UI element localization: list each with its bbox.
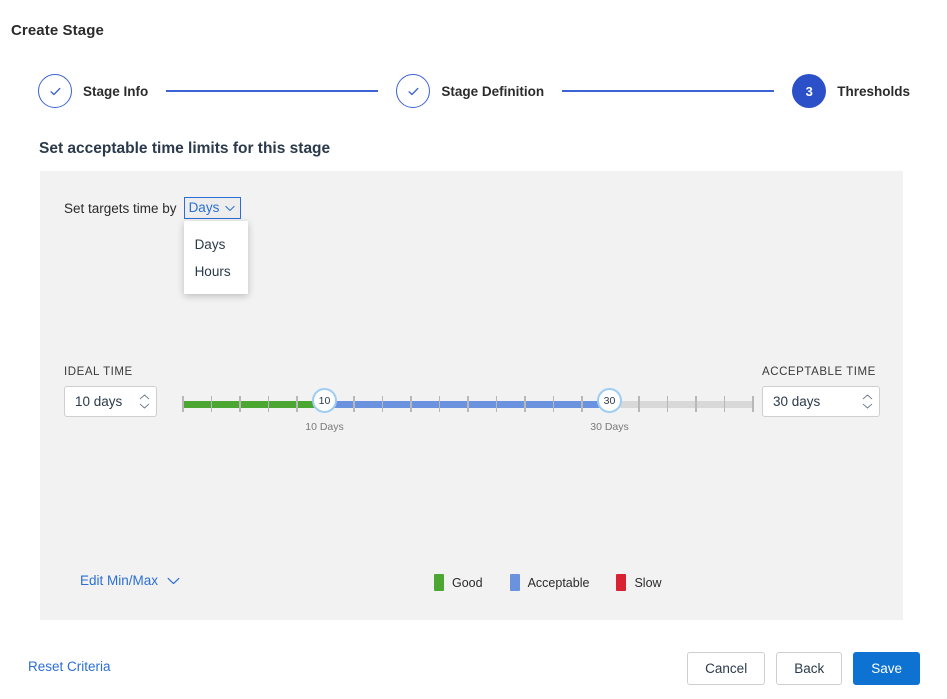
step-stage-info-label: Stage Info bbox=[83, 83, 149, 99]
cancel-button[interactable]: Cancel bbox=[687, 652, 766, 685]
time-unit-option-days[interactable]: Days bbox=[194, 237, 226, 252]
time-unit-select-wrap: Days Days Hours bbox=[183, 197, 248, 294]
step-stage-definition-circle bbox=[396, 74, 431, 108]
step-stage-definition[interactable]: Stage Definition bbox=[396, 74, 544, 108]
ideal-time-value: 10 days bbox=[75, 394, 123, 409]
ideal-handle-caption: 10 Days bbox=[305, 421, 344, 433]
time-unit-select[interactable]: Days bbox=[183, 197, 242, 219]
ideal-handle[interactable]: 10 bbox=[312, 388, 337, 413]
chevron-down-icon bbox=[862, 403, 873, 409]
chevron-down-icon bbox=[167, 573, 180, 588]
chevron-down-icon bbox=[225, 199, 235, 217]
acceptable-handle-caption: 30 Days bbox=[590, 421, 629, 433]
legend-label-slow: Slow bbox=[634, 575, 662, 590]
acceptable-time-stepper[interactable] bbox=[862, 394, 873, 409]
legend-item-good: Good bbox=[434, 574, 483, 591]
ideal-time-label: IDEAL TIME bbox=[64, 366, 133, 378]
legend-label-acceptable: Acceptable bbox=[527, 575, 590, 590]
legend-item-slow: Slow bbox=[616, 574, 662, 591]
step-stage-definition-label: Stage Definition bbox=[441, 83, 545, 99]
section-heading: Set acceptable time limits for this stag… bbox=[39, 140, 331, 157]
footer-buttons: Cancel Back Save bbox=[687, 652, 920, 685]
save-button[interactable]: Save bbox=[853, 652, 920, 685]
acceptable-time-label: ACCEPTABLE TIME bbox=[762, 366, 876, 378]
step-connector-2 bbox=[562, 90, 775, 92]
chevron-up-icon bbox=[139, 394, 150, 400]
ideal-time-input[interactable]: 10 days bbox=[64, 386, 157, 417]
chevron-up-icon bbox=[862, 394, 873, 400]
threshold-legend: Good Acceptable Slow bbox=[434, 574, 662, 591]
time-unit-selected-value: Days bbox=[188, 199, 220, 215]
time-unit-dropdown-menu: Days Hours bbox=[183, 221, 248, 294]
set-targets-label: Set targets time by bbox=[64, 200, 177, 216]
acceptable-time-value: 30 days bbox=[773, 394, 821, 409]
stepper: Stage Info Stage Definition 3 Thresholds bbox=[38, 73, 910, 109]
time-unit-option-hours[interactable]: Hours bbox=[194, 264, 231, 279]
edit-min-max-label: Edit Min/Max bbox=[80, 573, 159, 588]
slider-range-good bbox=[182, 401, 325, 408]
step-thresholds-circle: 3 bbox=[792, 74, 827, 108]
legend-swatch-good bbox=[434, 574, 444, 591]
page-title: Create Stage bbox=[11, 22, 104, 39]
threshold-slider[interactable]: 10 10 Days 30 30 Days bbox=[182, 388, 754, 433]
legend-label-good: Good bbox=[452, 575, 483, 590]
edit-min-max-toggle[interactable]: Edit Min/Max bbox=[80, 573, 180, 588]
back-button[interactable]: Back bbox=[776, 652, 843, 685]
legend-swatch-slow bbox=[616, 574, 627, 591]
step-stage-info-circle bbox=[38, 74, 72, 108]
acceptable-time-field: ACCEPTABLE TIME 30 days bbox=[762, 366, 880, 417]
step-thresholds-label: Thresholds bbox=[837, 83, 911, 99]
chevron-down-icon bbox=[139, 403, 150, 409]
check-icon bbox=[406, 84, 421, 99]
thresholds-panel: Set targets time by Days Days Hours IDEA… bbox=[40, 171, 903, 620]
step-stage-info[interactable]: Stage Info bbox=[38, 74, 148, 108]
set-targets-row: Set targets time by Days Days Hours bbox=[64, 197, 248, 294]
ideal-time-field: IDEAL TIME 10 days bbox=[64, 366, 157, 417]
check-icon bbox=[48, 84, 63, 99]
legend-item-acceptable: Acceptable bbox=[509, 574, 590, 591]
threshold-slider-block: IDEAL TIME 10 days ACCEPTABLE TIME 30 da… bbox=[40, 171, 903, 620]
acceptable-time-input[interactable]: 30 days bbox=[762, 386, 880, 417]
ideal-time-stepper[interactable] bbox=[139, 394, 150, 409]
legend-swatch-acceptable bbox=[509, 574, 520, 591]
step-connector-1 bbox=[166, 90, 379, 92]
reset-criteria-link[interactable]: Reset Criteria bbox=[28, 659, 111, 674]
acceptable-handle[interactable]: 30 bbox=[597, 388, 622, 413]
step-thresholds[interactable]: 3 Thresholds bbox=[792, 74, 910, 108]
